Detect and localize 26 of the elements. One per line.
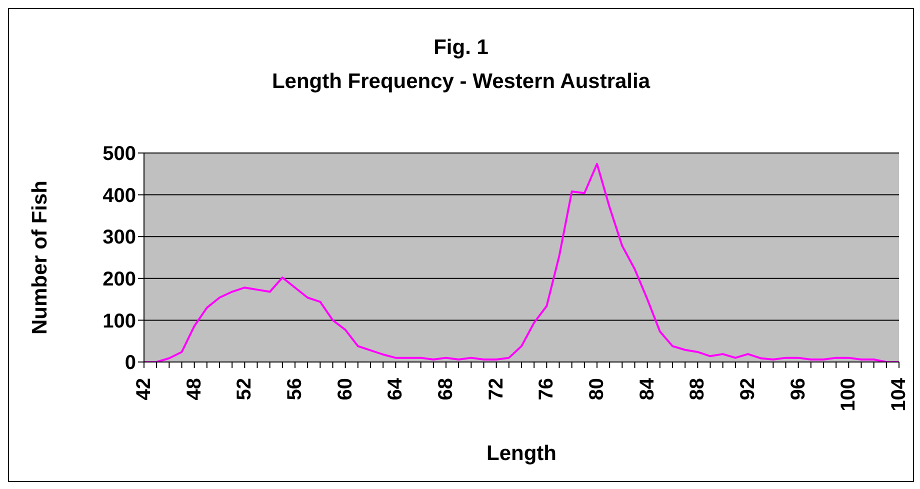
y-tick-label: 200: [102, 268, 136, 290]
y-tick-label: 500: [102, 143, 136, 166]
x-tick-label: 88: [686, 378, 709, 400]
x-tick-label: 60: [334, 378, 356, 400]
y-tick-label: 400: [102, 184, 136, 207]
x-tick-label: 64: [384, 377, 407, 400]
x-tick-label: 72: [485, 378, 508, 400]
x-tick-label: 92: [737, 378, 759, 400]
x-tick-label: 42: [133, 378, 155, 400]
x-tick-label: 68: [435, 378, 457, 400]
x-tick-label: 80: [586, 378, 608, 400]
y-tick-label: 100: [102, 310, 136, 332]
x-tick-label: 52: [234, 378, 256, 400]
chart-subtitle: Length Frequency - Western Australia: [270, 69, 652, 95]
y-tick-label: 300: [102, 226, 136, 249]
x-tick-label: 104: [888, 377, 910, 412]
chart-title: Fig. 1: [432, 35, 490, 61]
x-tick-label: 84: [636, 377, 658, 400]
x-tick-label: 96: [787, 378, 810, 400]
x-tick-label: 76: [536, 378, 558, 400]
x-tick-label: 56: [284, 378, 306, 400]
y-tick-label: 0: [124, 352, 136, 374]
x-tick-label: 100: [838, 378, 860, 412]
x-tick-label: 48: [183, 378, 206, 400]
y-axis-title: Number of Fish: [28, 180, 52, 335]
x-axis-title: Length: [486, 442, 556, 465]
